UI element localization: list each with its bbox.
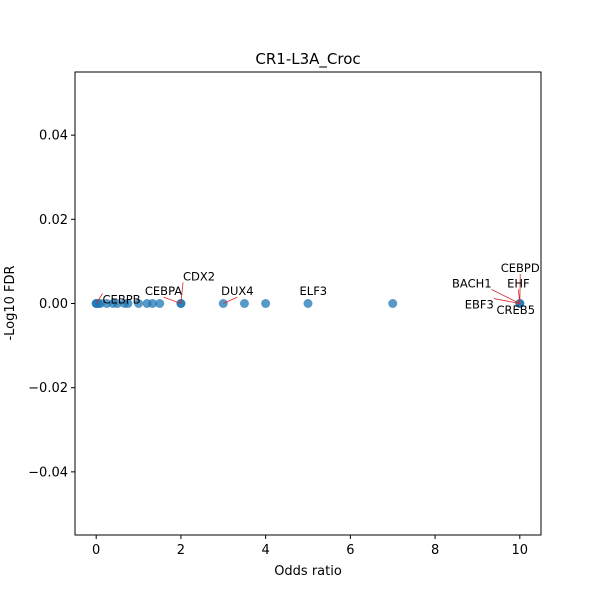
data-point [239, 299, 249, 308]
annotation-label: ELF3 [300, 284, 328, 298]
annotation-label: CEBPD [501, 261, 540, 275]
annotation-connector [163, 296, 182, 304]
annotation-connector [180, 282, 184, 304]
data-point [261, 299, 271, 308]
y-tick-label: 0.00 [39, 297, 68, 312]
annotation-label: DUX4 [221, 284, 253, 298]
annotation-connector [517, 289, 521, 304]
y-tick-label: −0.04 [28, 465, 68, 480]
annotation-label: CDX2 [183, 269, 215, 283]
plot-frame [74, 71, 542, 536]
data-point [95, 299, 105, 308]
y-tick-label: 0.02 [39, 213, 68, 228]
x-tick-label: 10 [512, 543, 529, 558]
annotation-connector [491, 289, 520, 304]
annotation-label: BACH1 [452, 277, 492, 291]
data-point [155, 299, 165, 308]
x-tick-label: 0 [92, 543, 100, 558]
data-point [112, 299, 122, 308]
data-point [134, 299, 144, 308]
y-tick-label: 0.04 [39, 129, 68, 144]
chart-title: CR1-L3A_Croc [255, 50, 360, 69]
y-axis-title: -Log10 FDR [3, 265, 18, 340]
y-tick-label: −0.02 [28, 381, 68, 396]
annotation-connector [95, 293, 103, 304]
data-point [388, 299, 398, 308]
data-point [123, 299, 133, 308]
annotation-connector [493, 298, 520, 304]
data-point [102, 299, 112, 308]
axes-layer: 0 2 4 6 8 10 −0.04 −0.02 0.00 0.02 0.04 [28, 129, 528, 558]
points-layer [91, 299, 525, 308]
data-point [148, 299, 158, 308]
annotation-label: CEBPA [145, 284, 182, 298]
annotation-label: CREB5 [497, 303, 536, 317]
x-tick-label: 2 [177, 543, 185, 558]
x-axis-title: Odds ratio [274, 564, 342, 579]
data-point [303, 299, 313, 308]
annotation-label: CEBPB [103, 293, 141, 307]
x-tick-label: 4 [261, 543, 269, 558]
annotation-connector [223, 296, 238, 304]
x-tick-label: 8 [431, 543, 439, 558]
x-tick-label: 6 [346, 543, 354, 558]
annotation-label: EBF3 [465, 298, 494, 312]
annotation-label: EHF [507, 277, 530, 291]
